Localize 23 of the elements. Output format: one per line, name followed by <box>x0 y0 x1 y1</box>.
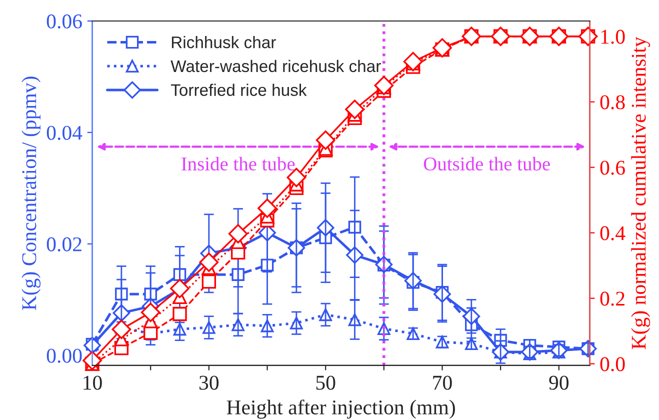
y2-tick-label: 0.0 <box>600 357 625 372</box>
legend-label: Richhusk char <box>172 36 276 48</box>
legend-label: Water-washed ricehusk char <box>170 60 381 72</box>
legend-label: Torrefied rice husk <box>170 84 307 96</box>
y-tick-label: 0.04 <box>46 126 82 140</box>
y-tick-label: 0.06 <box>46 14 82 29</box>
annotation: Outside the tube <box>424 156 550 171</box>
annotation: Inside the tube <box>182 156 295 171</box>
y2-tick-label: 0.8 <box>600 95 625 110</box>
x-tick-label: 70 <box>433 376 452 390</box>
y-tick-label: 0.02 <box>46 237 82 252</box>
y2-tick-label: 0.6 <box>600 160 625 175</box>
y2-axis-title: K(g) normalized cumulative intensity <box>631 36 650 350</box>
x-tick-label: 10 <box>84 376 102 390</box>
y2-tick-label: 0.2 <box>600 292 624 306</box>
y2-tick-label: 0.4 <box>600 226 626 240</box>
x-tick-label: 50 <box>316 376 336 390</box>
y-tick-label: 0.00 <box>46 348 82 363</box>
x-tick-label: 30 <box>199 376 219 390</box>
x-axis-title: Height after injection (mm) <box>226 400 455 419</box>
x-tick-label: 90 <box>549 376 569 390</box>
y2-tick-label: 1.0 <box>601 30 625 44</box>
y-axis-title: K(g) Concentration/ (ppmv) <box>22 76 41 310</box>
